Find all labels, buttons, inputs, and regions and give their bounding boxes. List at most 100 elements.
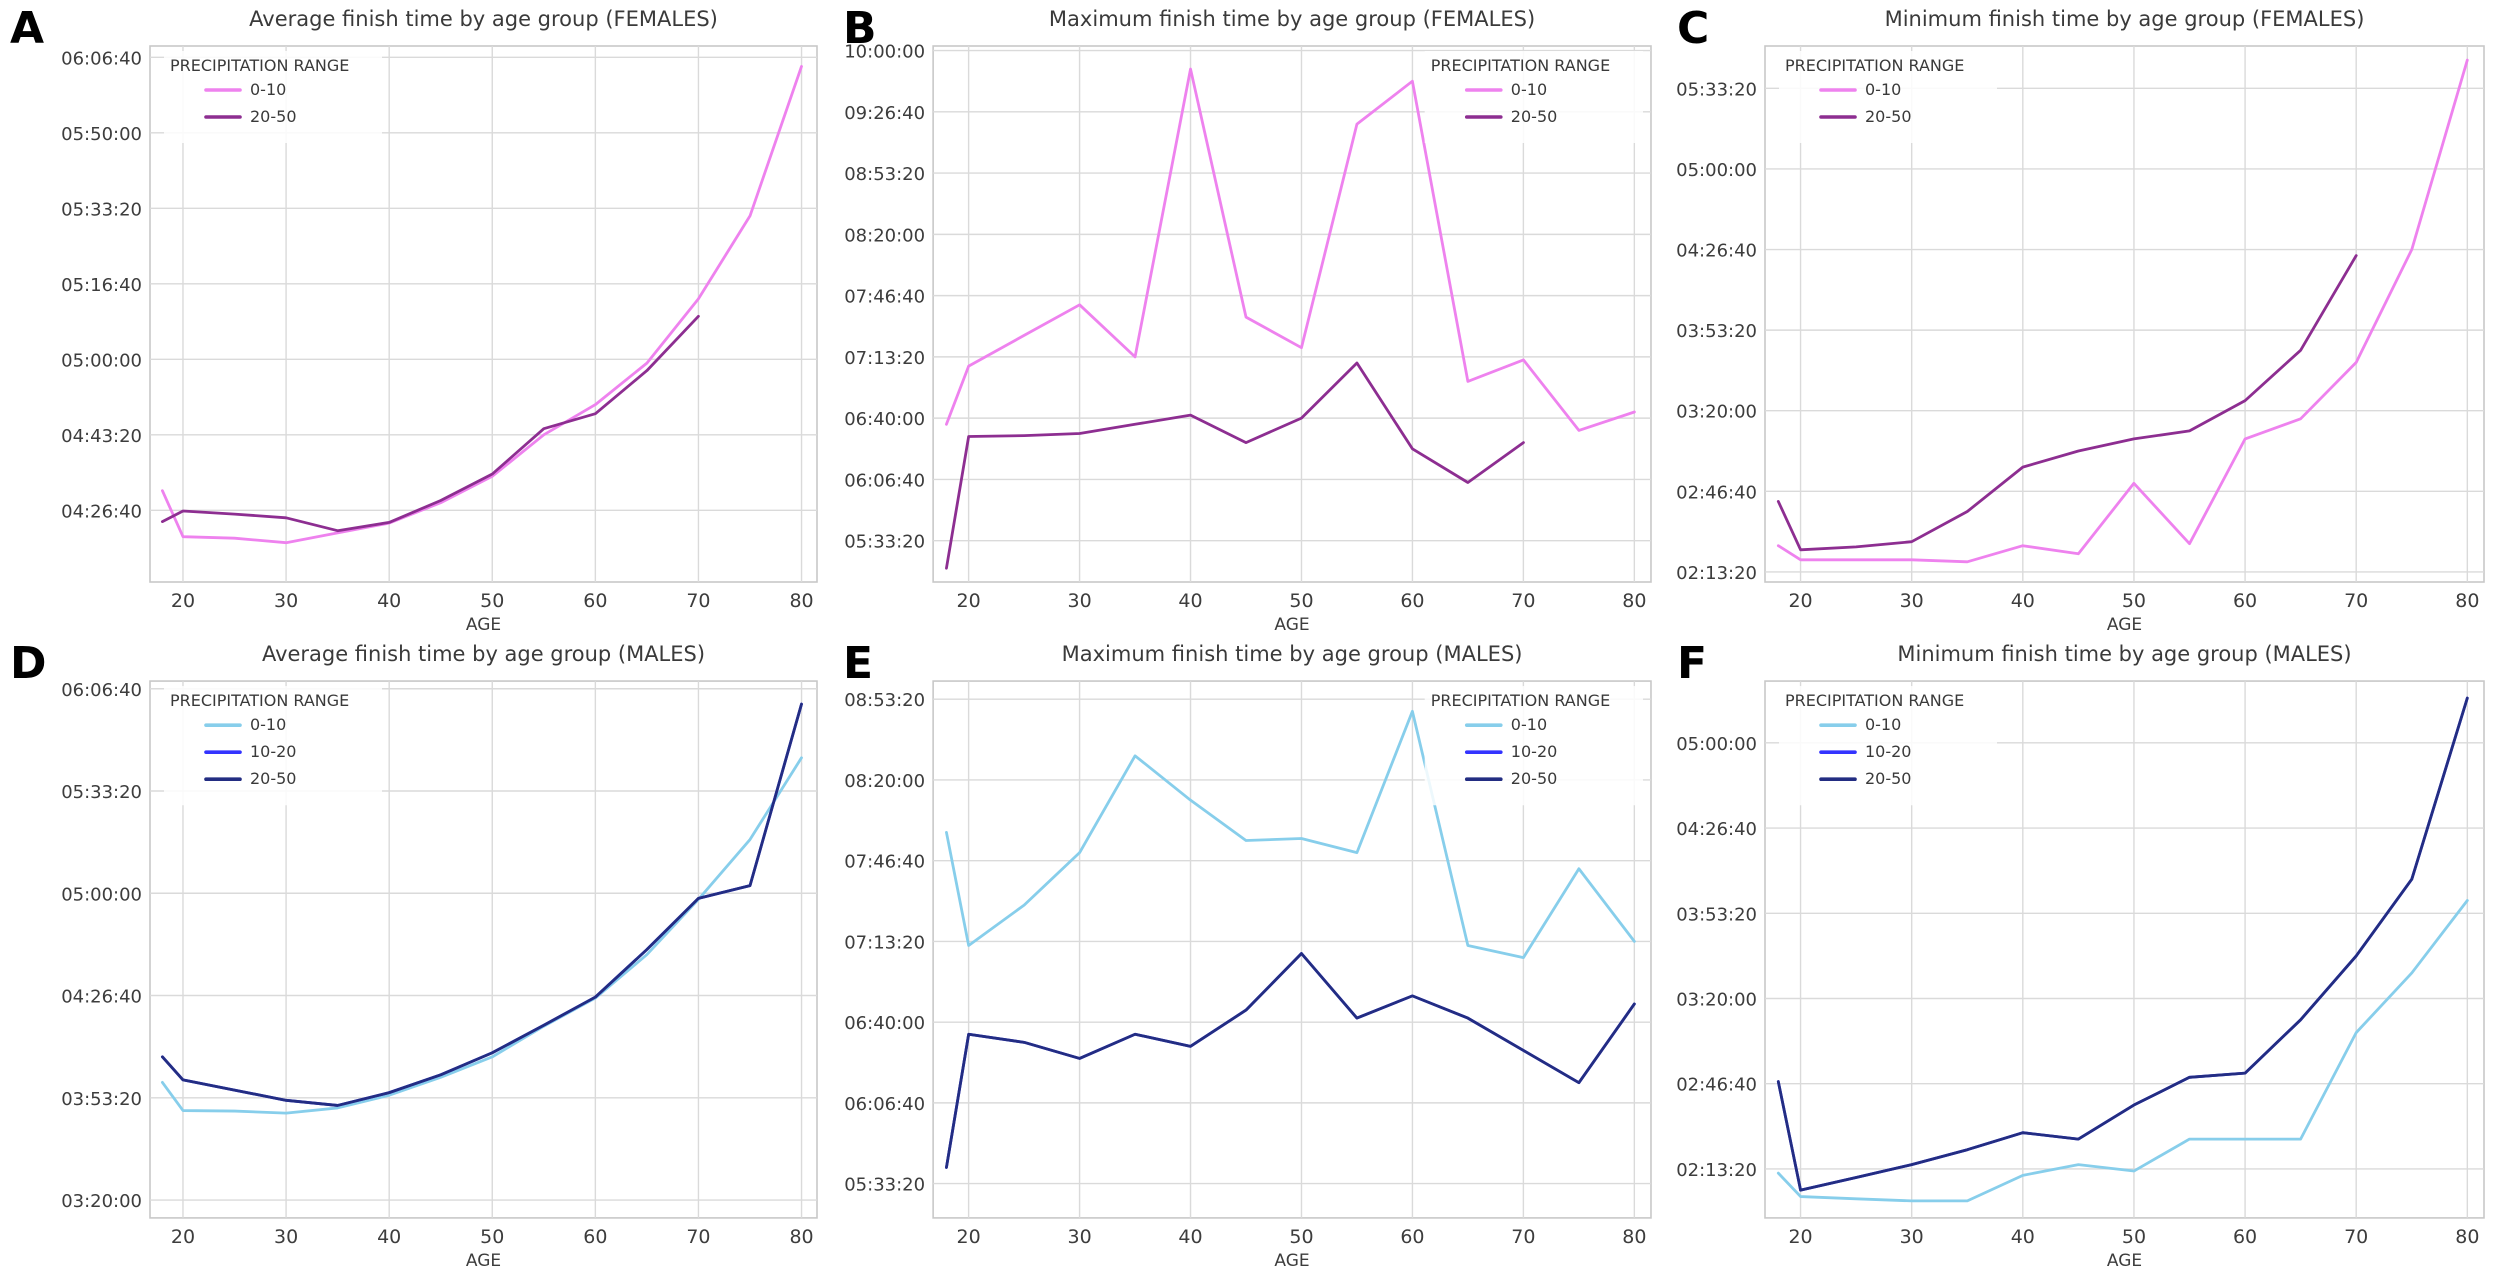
x-tick-label: 50 xyxy=(1289,590,1313,612)
x-tick-label: 80 xyxy=(789,590,813,612)
x-tick-label: 40 xyxy=(1178,590,1202,612)
series-line-20-50 xyxy=(945,952,1636,1169)
y-tick-label: 03:53:20 xyxy=(1676,321,1757,342)
y-tick-label: 08:53:20 xyxy=(844,164,925,185)
y-tick-label: 04:26:40 xyxy=(61,987,142,1008)
y-tick-label: 07:46:40 xyxy=(844,852,925,873)
y-tick-label: 05:33:20 xyxy=(844,1175,925,1196)
y-tick-label: 07:13:20 xyxy=(844,348,925,369)
x-tick-label: 60 xyxy=(1400,590,1424,612)
panel-maximum-females: B 20 30 40 50 60 70 80 10:00:00 09:26:40 08:53:20… xyxy=(833,0,1667,635)
y-tick-label: 05:33:20 xyxy=(844,532,925,553)
x-axis-label: AGE xyxy=(2107,1251,2142,1271)
x-tick-label: 50 xyxy=(480,1226,504,1248)
chart-maximum-finish-time-females: 20 30 40 50 60 70 80 10:00:00 09:26:40 08:53:20 08… xyxy=(844,6,1652,635)
x-axis-label: AGE xyxy=(1274,615,1309,635)
legend-label-10-20: 10-20 xyxy=(1865,742,1911,761)
chart-minimum-finish-time-males: 20 30 40 50 60 70 80 05:00:00 04:26:40 03:53:20 03… xyxy=(1676,641,2485,1271)
x-tick-label: 60 xyxy=(2233,1226,2257,1248)
y-tick-label: 05:00:00 xyxy=(61,884,142,905)
x-tick-label: 50 xyxy=(480,590,504,612)
y-tick-label: 07:13:20 xyxy=(844,932,925,953)
y-tick-label: 04:26:40 xyxy=(1676,241,1757,262)
chart-average-finish-time-females: 20 30 40 50 60 70 80 06:06:40 05:50:00 05:33:20 05… xyxy=(61,7,818,635)
legend-label-0-10: 0-10 xyxy=(1865,80,1901,99)
panel-minimum-females: C 20 30 40 50 60 70 80 05:33:20 05:00:00 04:26:40… xyxy=(1667,0,2500,635)
x-tick-label: 30 xyxy=(274,590,298,612)
x-tick-label: 60 xyxy=(583,1226,607,1248)
x-tick-label: 80 xyxy=(1622,1226,1646,1248)
y-tick-label: 04:43:20 xyxy=(61,426,142,447)
series-line-0-10 xyxy=(1776,58,2469,564)
chart-title: Average finish time by age group (MALES) xyxy=(262,641,705,666)
x-tick-label: 80 xyxy=(2455,1226,2479,1248)
panel-letter-D: D xyxy=(10,638,47,689)
legend-title: PRECIPITATION RANGE xyxy=(1431,56,1611,75)
legend-label-0-10: 0-10 xyxy=(250,715,286,734)
series-line-20-50 xyxy=(160,702,803,1107)
y-tick-label: 05:50:00 xyxy=(61,124,142,145)
y-tick-label: 05:33:20 xyxy=(61,199,142,220)
y-tick-label: 05:16:40 xyxy=(61,275,142,296)
y-tick-label: 08:20:00 xyxy=(844,225,925,246)
x-tick-label: 60 xyxy=(1400,1226,1424,1248)
x-tick-label: 50 xyxy=(2122,1226,2146,1248)
x-tick-label: 20 xyxy=(1788,1226,1812,1248)
y-tick-label: 03:20:00 xyxy=(1676,989,1757,1010)
series-line-20-50 xyxy=(1776,696,2469,1192)
series-line-0-10 xyxy=(945,709,1636,960)
y-tick-label: 03:20:00 xyxy=(61,1191,142,1212)
x-tick-label: 20 xyxy=(957,1226,981,1248)
legend-label-0-10: 0-10 xyxy=(250,80,286,99)
x-tick-label: 40 xyxy=(2011,590,2035,612)
x-axis-label: AGE xyxy=(2107,615,2142,635)
legend-label-0-10: 0-10 xyxy=(1511,80,1547,99)
x-tick-label: 60 xyxy=(583,590,607,612)
y-tick-label: 04:26:40 xyxy=(61,501,142,522)
legend-title: PRECIPITATION RANGE xyxy=(1785,56,1964,75)
series-line-0-10 xyxy=(1776,899,2469,1203)
x-tick-label: 20 xyxy=(171,590,195,612)
y-tick-label: 04:26:40 xyxy=(1676,819,1757,840)
y-tick-label: 02:46:40 xyxy=(1676,1075,1757,1096)
panel-letter-E: E xyxy=(843,638,874,689)
y-tick-label: 03:53:20 xyxy=(61,1089,142,1110)
y-tick-label: 05:00:00 xyxy=(61,350,142,371)
x-tick-label: 70 xyxy=(2344,1226,2368,1248)
chart-average-finish-time-males: 20 30 40 50 60 70 80 06:06:40 05:33:20 05:00:00 04… xyxy=(61,641,818,1271)
legend-box xyxy=(1779,51,1997,143)
x-tick-label: 70 xyxy=(686,1226,710,1248)
y-tick-label: 06:06:40 xyxy=(844,1094,925,1115)
chart-title: Minimum finish time by age group (FEMALE… xyxy=(1885,7,2365,31)
panel-average-males: D 20 30 40 50 60 70 80 06:06:40 05:33:20 05:00:00… xyxy=(0,635,833,1271)
chart-title: Minimum finish time by age group (MALES) xyxy=(1897,641,2351,666)
y-tick-label: 02:13:20 xyxy=(1676,563,1757,584)
legend-label-10-20: 10-20 xyxy=(1511,742,1558,761)
legend-label-10-20: 10-20 xyxy=(250,742,296,761)
x-tick-label: 80 xyxy=(1622,590,1646,612)
y-tick-label: 05:33:20 xyxy=(1676,79,1757,100)
y-tick-label: 05:00:00 xyxy=(1676,734,1757,755)
panel-maximum-males: E 20 30 40 50 60 70 80 08:53:20 08:20:00 07:46:40… xyxy=(833,635,1667,1271)
y-tick-label: 06:06:40 xyxy=(844,470,925,491)
x-tick-label: 30 xyxy=(1900,1226,1924,1248)
legend-label-20-50: 20-50 xyxy=(250,769,296,788)
panel-letter-F: F xyxy=(1677,638,1708,689)
panel-letter-C: C xyxy=(1677,3,1710,54)
y-tick-label: 02:13:20 xyxy=(1676,1160,1757,1181)
legend-title: PRECIPITATION RANGE xyxy=(1431,691,1611,710)
legend-label-20-50: 20-50 xyxy=(250,107,297,126)
legend-box xyxy=(1779,686,1997,806)
y-tick-label: 02:46:40 xyxy=(1676,482,1757,503)
series-line-20-50 xyxy=(1776,254,2358,552)
y-tick-label: 05:33:20 xyxy=(61,782,142,803)
legend-label-20-50: 20-50 xyxy=(1865,107,1912,126)
chart-title: Maximum finish time by age group (MALES) xyxy=(1062,641,1523,666)
series-line-0-10 xyxy=(945,67,1636,432)
x-tick-label: 70 xyxy=(1511,590,1535,612)
x-tick-label: 40 xyxy=(377,590,401,612)
panel-letter-A: A xyxy=(10,3,45,54)
x-tick-label: 70 xyxy=(2344,590,2368,612)
y-tick-label: 06:06:40 xyxy=(61,680,142,701)
